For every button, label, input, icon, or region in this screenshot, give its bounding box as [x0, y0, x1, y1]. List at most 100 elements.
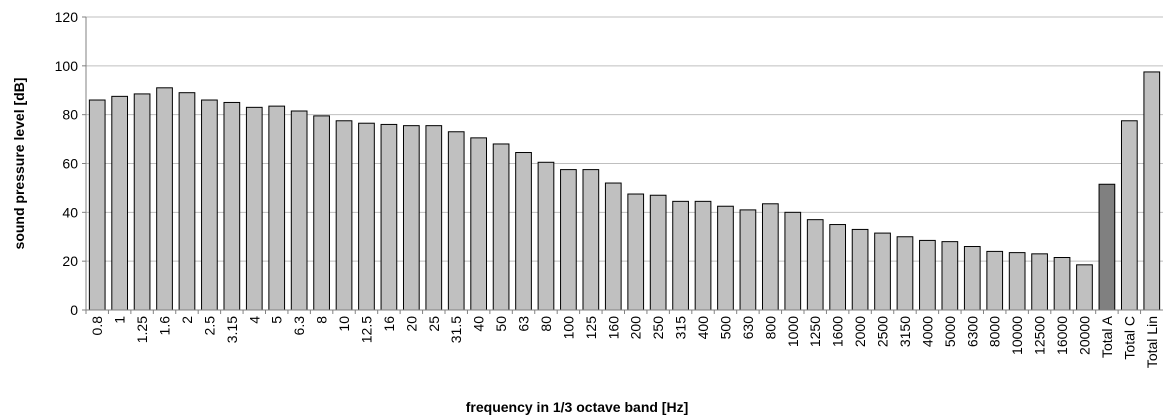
- x-tick-label: 6.3: [291, 316, 307, 336]
- y-axis-title: sound pressure level [dB]: [11, 78, 27, 250]
- bars: [85, 71, 1161, 314]
- x-tick-label: 1250: [807, 316, 823, 347]
- x-tick-label: 12500: [1032, 316, 1048, 355]
- x-tick-label: 20000: [1076, 316, 1092, 355]
- x-tick-label: 31.5: [448, 316, 464, 343]
- bar-1: [111, 95, 129, 311]
- x-tick-label: 2500: [875, 316, 891, 347]
- bar-4000: [919, 239, 936, 311]
- bar-63: [515, 152, 532, 311]
- bar-20000: [1076, 264, 1093, 311]
- bar-200: [627, 193, 645, 311]
- bar-12500: [1031, 253, 1048, 311]
- y-tick-labels: 0 20 40 60 80 100 120: [55, 9, 79, 318]
- x-tick-label: 80: [538, 316, 554, 332]
- y-tick-label: 80: [62, 107, 78, 123]
- x-tick-label: 20: [403, 316, 419, 332]
- bar-4: [245, 106, 263, 311]
- y-tick-label: 40: [62, 204, 78, 220]
- x-tick-label: 8000: [987, 316, 1003, 347]
- bar-1-6: [156, 87, 173, 311]
- x-tick-label: 2: [179, 316, 195, 324]
- bar-16000: [1053, 257, 1071, 311]
- x-tick-label: 63: [516, 316, 532, 332]
- x-tick-label: 3150: [897, 316, 913, 347]
- bar-2-5: [201, 99, 218, 311]
- bar-5: [268, 105, 286, 311]
- bar-100: [560, 169, 577, 311]
- bar-800: [761, 203, 779, 311]
- bar-total-lin: [1143, 71, 1161, 311]
- bar-1250: [806, 219, 824, 311]
- bar-125: [582, 169, 600, 311]
- bar-0-8: [88, 99, 106, 311]
- bar-total-a: [1098, 183, 1116, 311]
- x-tick-label: 25: [426, 316, 442, 332]
- y-tick-label: 20: [62, 253, 78, 269]
- bar-50: [492, 143, 510, 311]
- x-tick-label: 1600: [830, 316, 846, 347]
- x-tick-label: 16000: [1054, 316, 1070, 355]
- x-tick-label: 500: [717, 316, 733, 340]
- x-tick-label: 40: [471, 316, 487, 332]
- x-tick-label: 0.8: [89, 316, 105, 336]
- bar-8: [313, 115, 330, 311]
- y-tick-label: 0: [70, 302, 78, 318]
- x-tick-label: 2.5: [201, 316, 217, 336]
- x-tick-label: 1.6: [157, 316, 173, 336]
- x-tick-label: 200: [628, 316, 644, 340]
- x-tick-label: 6300: [964, 316, 980, 347]
- bar-25: [425, 125, 443, 311]
- bar-10: [335, 120, 353, 311]
- x-tick-label: Total A: [1099, 315, 1115, 358]
- x-tick-label: 125: [583, 316, 599, 340]
- x-tick-label: 10: [336, 316, 352, 332]
- x-tick-label: 16: [381, 316, 397, 332]
- bar-1600: [829, 224, 847, 311]
- bar-3150: [896, 236, 914, 311]
- bar-6-3: [290, 110, 308, 311]
- gridlines: [82, 16, 1163, 311]
- x-tick-label: 630: [740, 316, 756, 340]
- bar-total-c: [1120, 120, 1138, 311]
- axes: [85, 17, 1163, 311]
- x-tick-label: 315: [673, 316, 689, 340]
- bar-2000: [851, 228, 869, 311]
- bar-5000: [941, 241, 959, 311]
- bar-250: [649, 194, 667, 311]
- bar-2500: [874, 232, 891, 311]
- x-tick-label: 50: [493, 316, 509, 332]
- x-tick-label: Total Lin: [1144, 316, 1160, 368]
- bar-500: [717, 205, 734, 311]
- x-tick-label: 12.5: [358, 316, 374, 343]
- x-tick-label: 10000: [1009, 316, 1025, 355]
- bar-16: [380, 123, 398, 311]
- x-tick-labels: 0.8 1 1.25 1.6 2 2.5 3.15 4 5 6.3 8 10 12.5 16 20 25 31.…: [89, 315, 1160, 368]
- x-axis-title: frequency in 1/3 octave band [Hz]: [466, 399, 689, 415]
- bar-3-15: [223, 101, 241, 311]
- x-tick-label: 8: [314, 316, 330, 324]
- bar-2: [178, 92, 196, 311]
- x-tick-label: 2000: [852, 316, 868, 347]
- bar-400: [694, 200, 712, 311]
- bar-10000: [1008, 252, 1026, 311]
- x-tick-label: 4000: [919, 316, 935, 347]
- bar-1-25: [133, 93, 151, 311]
- bar-160: [604, 182, 622, 311]
- x-tick-label: 5000: [942, 316, 958, 347]
- x-tick-label: 1.25: [134, 316, 150, 343]
- bar-12-5: [358, 122, 375, 311]
- x-tick-label: 4: [246, 316, 262, 324]
- bar-315: [672, 200, 689, 311]
- x-tick-label: 3.15: [224, 316, 240, 343]
- x-tick-label: 5: [269, 316, 285, 324]
- bar-80: [537, 161, 555, 311]
- x-tick-label: 800: [762, 316, 778, 340]
- y-tick-label: 100: [55, 58, 79, 74]
- bar-31-5: [447, 131, 465, 311]
- bar-6300: [963, 246, 981, 311]
- y-tick-label: 120: [55, 9, 79, 25]
- x-tick-label: Total C: [1121, 316, 1137, 360]
- x-tick-label: 160: [605, 316, 621, 340]
- x-tick-label: 400: [695, 316, 711, 340]
